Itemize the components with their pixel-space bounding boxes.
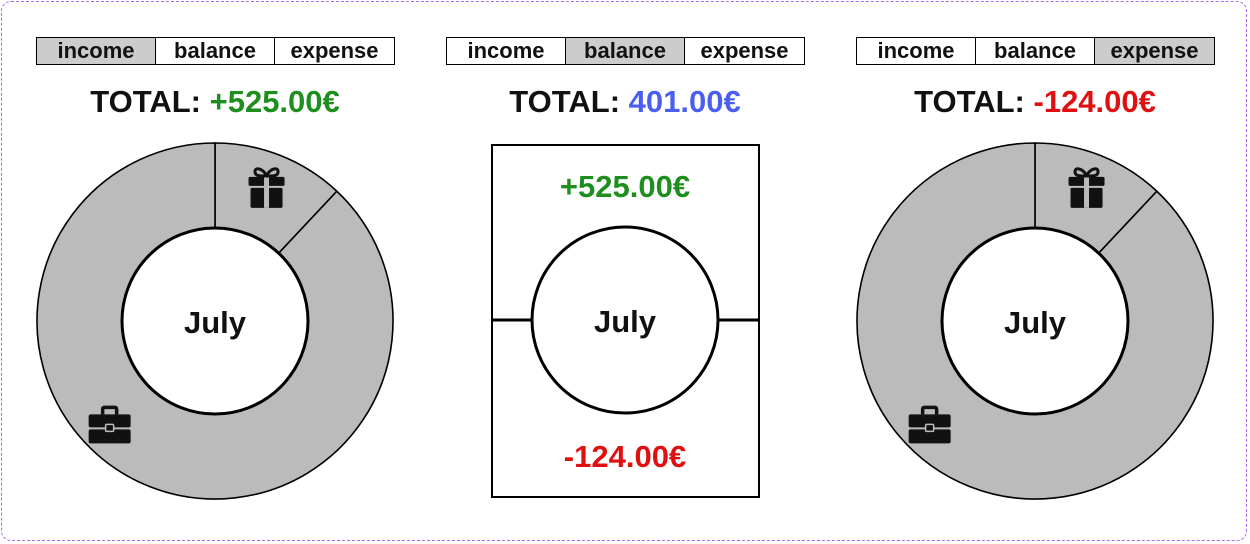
income-panel: income balance expense TOTAL: +525.00€ J… [0,0,400,544]
total-label: TOTAL: [509,84,621,119]
income-amount: +525.00€ [560,169,690,204]
tab-income[interactable]: income [37,38,156,64]
briefcase-icon [88,405,131,444]
view-tabs: income balance expense [446,37,805,65]
tab-expense[interactable]: expense [275,38,394,64]
gift-icon [248,167,285,208]
total-value: -124.00€ [1033,84,1156,119]
tab-balance[interactable]: balance [976,38,1095,64]
expense-amount: -124.00€ [564,439,686,474]
tab-income[interactable]: income [447,38,566,64]
total-line: TOTAL: +525.00€ [0,84,430,120]
tab-balance[interactable]: balance [156,38,275,64]
total-label: TOTAL: [90,84,201,119]
total-value: +525.00€ [209,84,340,119]
balance-panel: income balance expense TOTAL: 401.00€ Ju… [410,0,810,544]
balance-diagram: July +525.00€ -124.00€ [491,144,760,498]
view-tabs: income balance expense [856,37,1215,65]
balance-center-circle [530,225,720,415]
gift-icon [1068,167,1105,208]
center-month-label: July [184,305,247,340]
tab-income[interactable]: income [857,38,976,64]
center-month-label: July [594,304,657,339]
briefcase-icon [908,405,951,444]
center-circle [120,226,310,416]
view-tabs: income balance expense [36,37,395,65]
total-label: TOTAL: [914,84,1025,119]
center-circle [940,226,1130,416]
center-month-label: July [1004,305,1067,340]
total-value: 401.00€ [628,84,741,119]
total-line: TOTAL: 401.00€ [410,84,840,120]
tab-balance[interactable]: balance [566,38,685,64]
tab-expense[interactable]: expense [685,38,804,64]
total-line: TOTAL: -124.00€ [820,84,1250,120]
expense-panel: income balance expense TOTAL: -124.00€ J… [820,0,1220,544]
income-donut-chart: July [36,142,394,500]
tab-expense[interactable]: expense [1095,38,1214,64]
expense-donut-chart: July [856,142,1214,500]
